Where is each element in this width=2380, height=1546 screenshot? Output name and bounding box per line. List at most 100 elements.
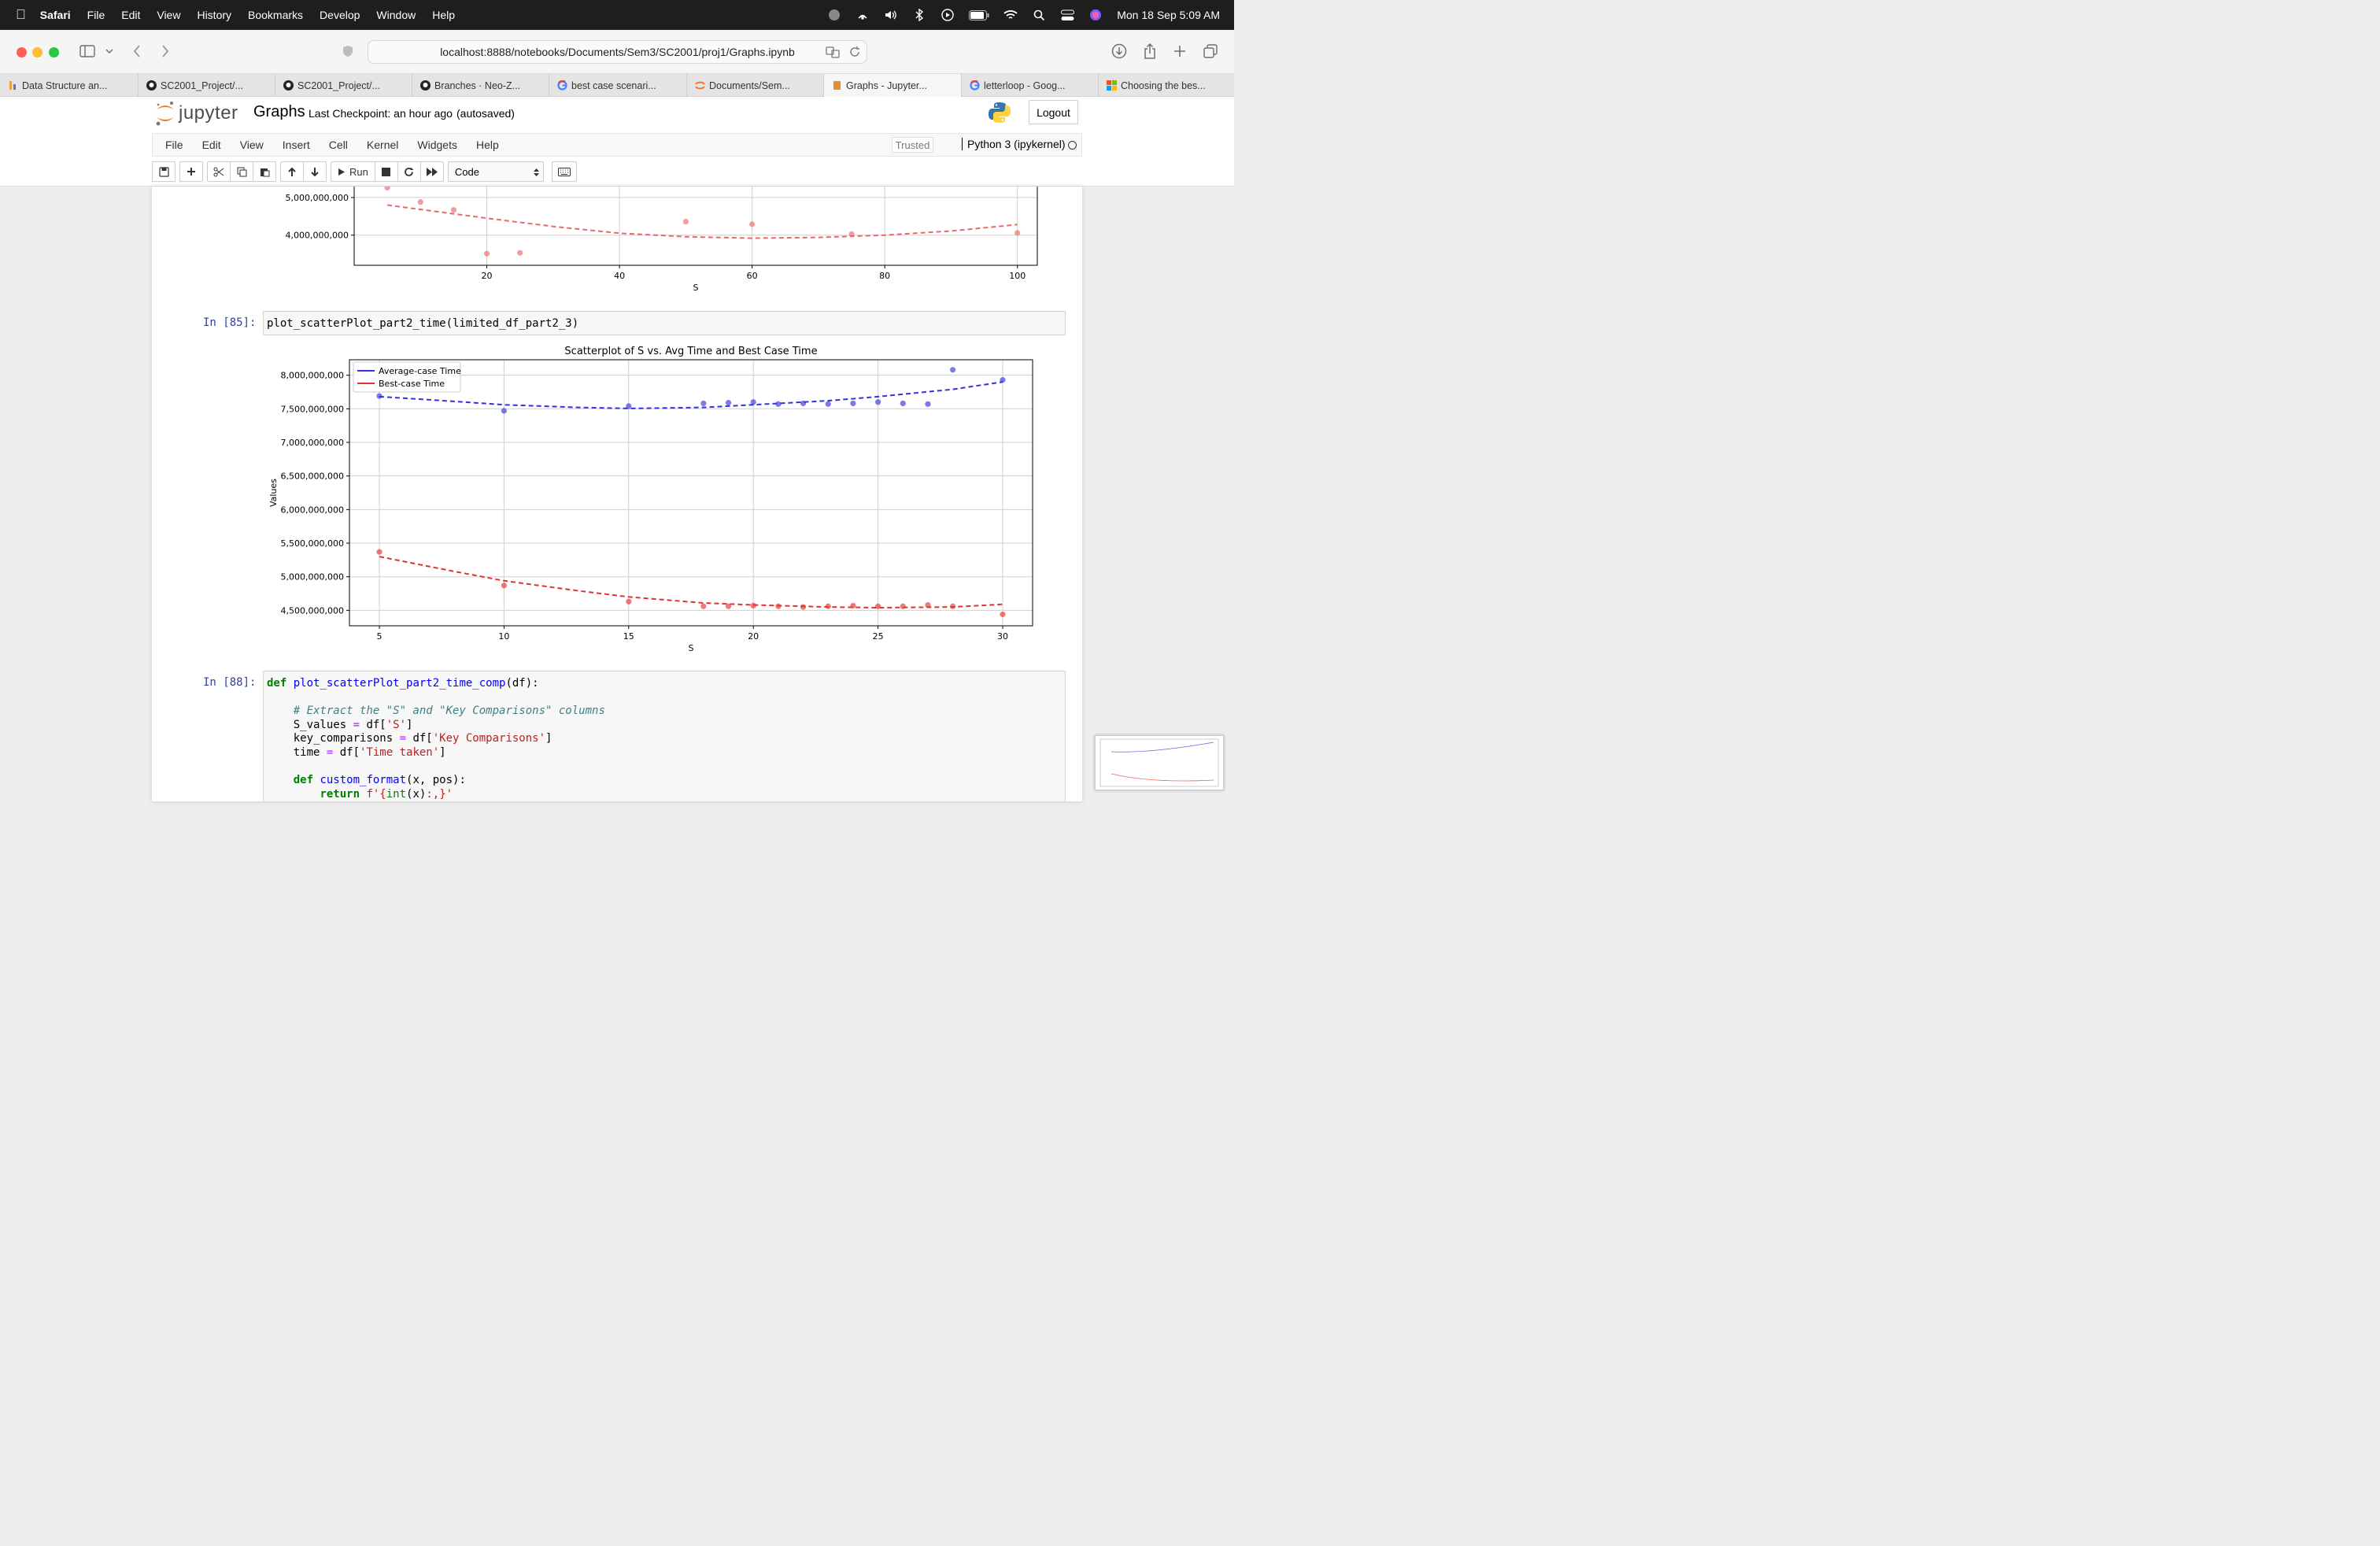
globe-icon[interactable] xyxy=(827,9,841,21)
code-line-8: def custom_format(x, pos): xyxy=(293,774,466,786)
data-point xyxy=(950,603,956,609)
plot-frame xyxy=(349,359,1033,627)
tab-letterloop[interactable]: letterloop - Goog... xyxy=(962,74,1099,97)
battery-icon[interactable] xyxy=(969,9,989,21)
data-point xyxy=(725,603,732,609)
control-center-icon[interactable] xyxy=(1060,9,1074,21)
nb-menu-file[interactable]: File xyxy=(165,139,183,151)
tab-overview-icon[interactable] xyxy=(1202,43,1219,60)
tab-documents[interactable]: Documents/Sem... xyxy=(687,74,824,97)
insert-cell-button[interactable] xyxy=(179,161,203,182)
menu-app-name[interactable]: Safari xyxy=(30,9,71,21)
tab-graphs-jupyter[interactable]: Graphs - Jupyter... xyxy=(824,74,962,97)
tab-choosing[interactable]: Choosing the bes... xyxy=(1099,74,1234,97)
menu-bar-clock[interactable]: Mon 18 Sep 5:09 AM xyxy=(1117,9,1220,21)
data-point xyxy=(682,218,689,225)
cell-type-select[interactable]: Code xyxy=(447,161,544,182)
run-button[interactable]: Run xyxy=(331,161,375,182)
x-axis-label: S xyxy=(689,643,694,653)
copy-button[interactable] xyxy=(230,161,253,182)
restart-run-all-button[interactable] xyxy=(419,161,444,182)
move-up-button[interactable] xyxy=(280,161,304,182)
nb-menu-view[interactable]: View xyxy=(239,139,264,151)
paste-button[interactable] xyxy=(253,161,276,182)
close-window-button[interactable] xyxy=(17,47,27,57)
move-down-button[interactable] xyxy=(303,161,327,182)
jupyter-header: jupyter Graphs Last Checkpoint: an hour … xyxy=(0,97,1234,187)
translate-icon[interactable] xyxy=(826,46,840,61)
tab-label: SC2001_Project/... xyxy=(298,80,380,91)
data-point xyxy=(925,401,931,407)
save-button[interactable] xyxy=(152,161,176,182)
kernel-name[interactable]: Python 3 (ipykernel) xyxy=(962,138,1066,150)
command-palette-button[interactable] xyxy=(551,161,577,182)
nb-menu-kernel[interactable]: Kernel xyxy=(366,139,399,151)
privacy-shield-icon[interactable] xyxy=(339,43,357,60)
menu-develop[interactable]: Develop xyxy=(309,9,360,21)
address-bar[interactable]: localhost:8888/notebooks/Documents/Sem3/… xyxy=(368,40,867,64)
apple-icon[interactable]:  xyxy=(16,7,26,23)
nb-menu-edit[interactable]: Edit xyxy=(201,139,221,151)
notebook-title[interactable]: Graphs xyxy=(253,103,305,120)
data-point xyxy=(1000,611,1006,618)
share-icon[interactable] xyxy=(1141,43,1159,60)
minimize-window-button[interactable] xyxy=(32,47,42,57)
volume-icon[interactable] xyxy=(884,9,898,21)
cell-88-input[interactable]: def plot_scatterPlot_part2_time_comp(df)… xyxy=(263,671,1066,801)
tab-sc2001-project-2[interactable]: SC2001_Project/... xyxy=(275,74,412,97)
nb-menu-insert[interactable]: Insert xyxy=(282,139,310,151)
code-line-3: # Extract the "S" and "Key Comparisons" … xyxy=(293,705,605,717)
play-icon[interactable] xyxy=(941,9,955,21)
play-icon xyxy=(338,168,345,176)
cell-85-input[interactable]: plot_scatterPlot_part2_time(limited_df_p… xyxy=(263,311,1066,335)
data-point xyxy=(874,603,881,609)
tab-label: Data Structure an... xyxy=(22,80,108,91)
restart-button[interactable] xyxy=(397,161,421,182)
trusted-badge[interactable]: Trusted xyxy=(892,137,933,153)
forward-icon[interactable] xyxy=(157,43,174,60)
back-icon[interactable] xyxy=(128,43,146,60)
wifi-icon[interactable] xyxy=(1003,9,1018,21)
menu-history[interactable]: History xyxy=(187,9,231,21)
logout-button[interactable]: Logout xyxy=(1029,100,1078,124)
menu-edit[interactable]: Edit xyxy=(111,9,140,21)
nb-menu-cell[interactable]: Cell xyxy=(328,139,348,151)
y-tick-label: 5,500,000,000 xyxy=(281,538,344,549)
data-point xyxy=(1014,230,1021,236)
tab-sc2001-project-1[interactable]: SC2001_Project/... xyxy=(139,74,275,97)
nb-menu-help[interactable]: Help xyxy=(475,139,499,151)
cut-button[interactable] xyxy=(207,161,231,182)
restart-icon xyxy=(405,167,414,176)
nb-menu-widgets[interactable]: Widgets xyxy=(417,139,457,151)
y-tick-label: 7,000,000,000 xyxy=(281,438,344,448)
tab-branches[interactable]: Branches · Neo-Z... xyxy=(412,74,549,97)
bluetooth-icon[interactable] xyxy=(912,9,926,21)
tab-label: Branches · Neo-Z... xyxy=(434,80,521,91)
airdrop-icon[interactable] xyxy=(856,9,870,21)
y-tick-label: 6,000,000,000 xyxy=(281,505,344,515)
y-tick-label: 8,000,000,000 xyxy=(281,371,344,381)
menu-help[interactable]: Help xyxy=(422,9,455,21)
sidebar-icon[interactable] xyxy=(79,43,96,60)
spotlight-search-icon[interactable] xyxy=(1032,9,1046,21)
menu-bookmarks[interactable]: Bookmarks xyxy=(238,9,303,21)
screenshot-thumbnail[interactable] xyxy=(1095,735,1224,790)
chart-title: Scatterplot of S vs. Avg Time and Best C… xyxy=(564,346,817,357)
jupyter-logo[interactable]: jupyter xyxy=(155,100,238,127)
interrupt-button[interactable] xyxy=(374,161,398,182)
x-tick-label: 20 xyxy=(748,631,759,642)
menu-view[interactable]: View xyxy=(146,9,180,21)
keyboard-icon xyxy=(557,167,571,176)
url-text: localhost:8888/notebooks/Documents/Sem3/… xyxy=(440,46,795,58)
menu-file[interactable]: File xyxy=(76,9,105,21)
menu-window[interactable]: Window xyxy=(366,9,416,21)
chevron-down-icon[interactable] xyxy=(101,43,118,60)
reload-icon[interactable] xyxy=(849,46,860,61)
tab-best-case[interactable]: best case scenari... xyxy=(549,74,687,97)
tab-data-structure[interactable]: Data Structure an... xyxy=(0,74,139,97)
legend-label: Average-case Time xyxy=(379,366,461,376)
downloads-icon[interactable] xyxy=(1111,43,1128,60)
zoom-window-button[interactable] xyxy=(49,47,59,57)
new-tab-icon[interactable] xyxy=(1171,43,1188,60)
siri-icon[interactable] xyxy=(1088,9,1103,21)
